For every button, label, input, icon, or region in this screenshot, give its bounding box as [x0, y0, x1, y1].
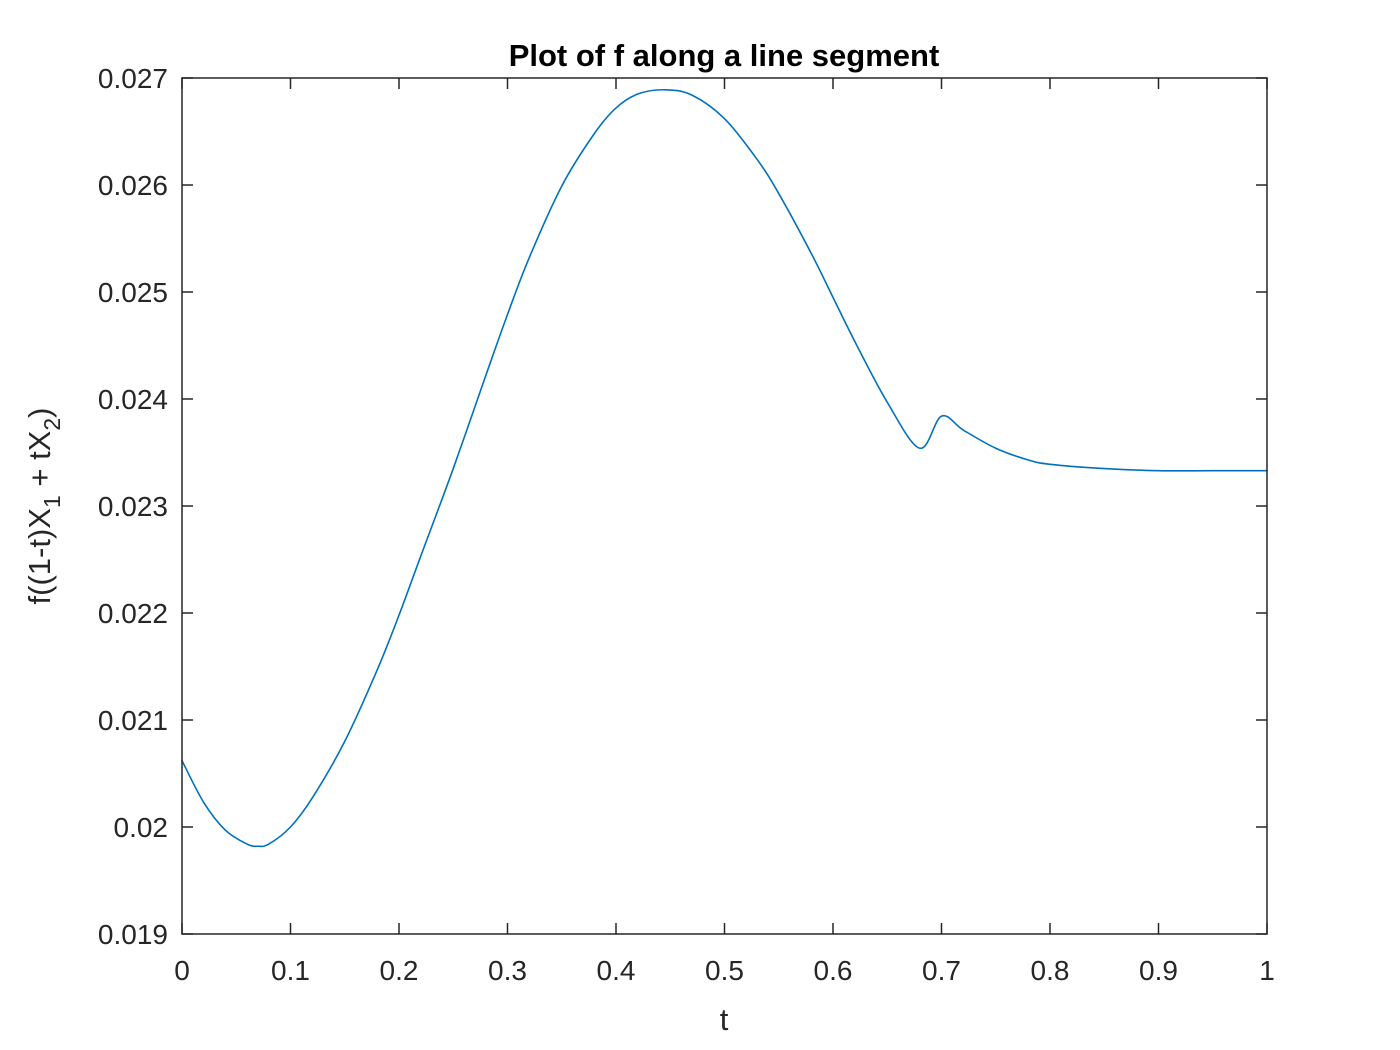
- plot-area: [182, 78, 1267, 934]
- x-tick-label: 0.3: [488, 955, 527, 986]
- y-axis-label-subscript: 2: [39, 418, 65, 431]
- x-tick-label: 0.7: [922, 955, 961, 986]
- y-tick-label: 0.027: [98, 63, 168, 94]
- series-line: [181, 88, 1268, 848]
- x-tick-label: 0.1: [271, 955, 310, 986]
- y-axis-label-part: f((1-t)X: [22, 508, 57, 605]
- y-tick-label: 0.019: [98, 919, 168, 950]
- y-axis-tick-labels: 0.019 0.02 0.021 0.022 0.023 0.024 0.025 0.026 0…: [98, 63, 168, 950]
- x-tick-label: 0.6: [814, 955, 853, 986]
- y-axis-label-part: + tX: [22, 430, 57, 495]
- y-tick-label: 0.02: [114, 812, 169, 843]
- y-tick-label: 0.026: [98, 170, 168, 201]
- y-axis-label-subscript: 1: [39, 495, 65, 508]
- x-tick-label: 1: [1259, 955, 1275, 986]
- x-tick-label: 0.8: [1031, 955, 1070, 986]
- x-tick-label: 0.4: [597, 955, 636, 986]
- x-tick-label: 0.5: [705, 955, 744, 986]
- y-axis-label: f((1-t)X1 + tX2): [22, 408, 65, 605]
- plot-frame: [181, 77, 1268, 935]
- y-tick-label: 0.023: [98, 491, 168, 522]
- x-tick-label: 0.9: [1139, 955, 1178, 986]
- y-axis-label-part: ): [22, 408, 57, 418]
- y-tick-label: 0.021: [98, 705, 168, 736]
- x-axis-label: t: [720, 1002, 729, 1037]
- y-tick-label: 0.022: [98, 598, 168, 629]
- x-axis-tick-labels: 0 0.1 0.2 0.3 0.4 0.5 0.6 0.7 0.8 0.9 1: [174, 955, 1275, 986]
- y-tick-label: 0.025: [98, 277, 168, 308]
- chart-title: Plot of f along a line segment: [509, 38, 940, 73]
- y-tick-label: 0.024: [98, 384, 168, 415]
- x-tick-label: 0.2: [380, 955, 419, 986]
- x-tick-label: 0: [174, 955, 190, 986]
